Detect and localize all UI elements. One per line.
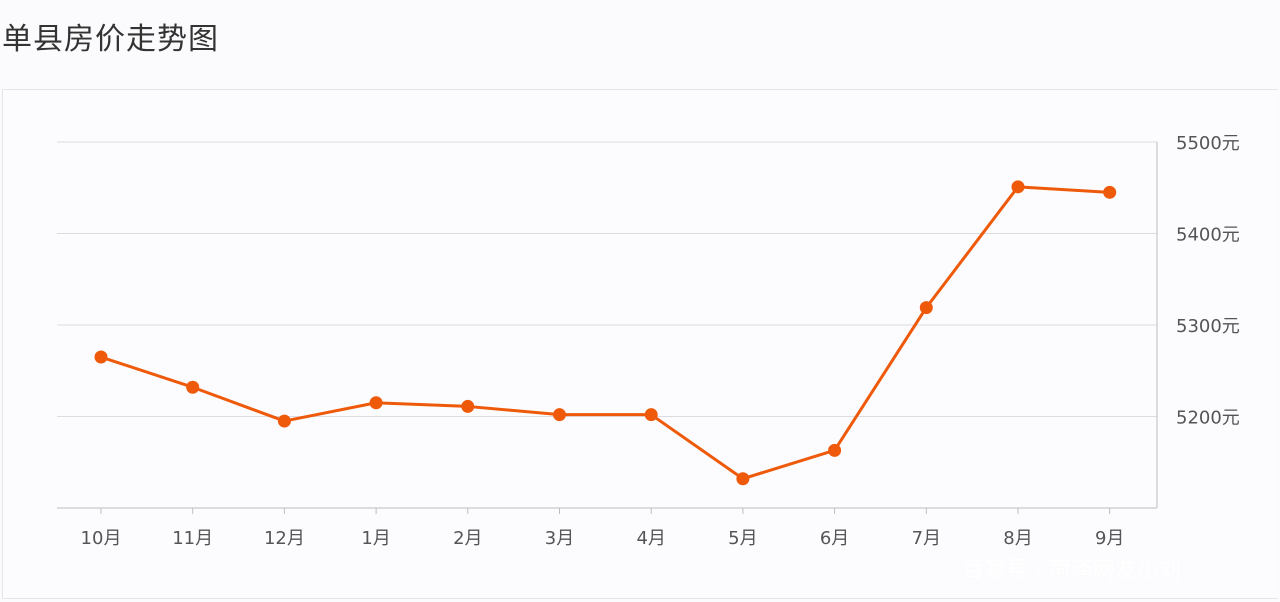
x-tick-label: 10月 bbox=[81, 528, 122, 549]
y-tick-label: 5200元 bbox=[1176, 408, 1240, 429]
data-point[interactable] bbox=[1103, 185, 1117, 199]
x-tick-label: 11月 bbox=[172, 528, 213, 549]
data-point[interactable] bbox=[919, 301, 933, 315]
y-tick-label: 5400元 bbox=[1176, 225, 1240, 246]
x-tick-label: 9月 bbox=[1095, 528, 1124, 549]
data-point[interactable] bbox=[461, 399, 475, 413]
x-tick-label: 7月 bbox=[912, 528, 941, 549]
data-point[interactable] bbox=[186, 380, 200, 394]
data-point[interactable] bbox=[553, 408, 566, 422]
data-point[interactable] bbox=[1011, 180, 1025, 194]
series-line bbox=[100, 185, 1110, 481]
data-point[interactable] bbox=[828, 443, 842, 457]
series bbox=[94, 180, 1117, 486]
chart-panel bbox=[2, 89, 1278, 599]
x-tick-label: 5月 bbox=[728, 528, 757, 549]
grid-lines bbox=[57, 141, 1157, 417]
y-tick-label: 5500元 bbox=[1176, 133, 1240, 154]
data-point[interactable] bbox=[94, 350, 108, 364]
axes bbox=[57, 142, 1158, 514]
x-tick-label: 2月 bbox=[453, 528, 482, 549]
data-point[interactable] bbox=[369, 396, 383, 410]
watermark: 百家号 · 菏泽网友小刘 bbox=[962, 558, 1181, 583]
data-point[interactable] bbox=[736, 472, 750, 486]
x-tick-label: 4月 bbox=[636, 528, 665, 549]
data-point[interactable] bbox=[277, 414, 291, 428]
x-tick-label: 3月 bbox=[545, 528, 574, 549]
y-tick-labels: 5200元 5300元 5400元 5500元 bbox=[1176, 133, 1240, 429]
y-tick-label: 5300元 bbox=[1176, 316, 1240, 337]
x-tick-label: 1月 bbox=[361, 528, 390, 549]
x-tick-label: 8月 bbox=[1003, 528, 1032, 549]
x-tick-label: 12月 bbox=[264, 528, 305, 549]
data-point[interactable] bbox=[644, 408, 658, 422]
page-title: 单县房价走势图 bbox=[2, 22, 219, 57]
x-tick-labels: 10月 11月 12月 1月 2月 3月 4月 5月 6月 7月 8月 9月 bbox=[81, 528, 1125, 549]
x-tick-label: 6月 bbox=[820, 528, 849, 549]
